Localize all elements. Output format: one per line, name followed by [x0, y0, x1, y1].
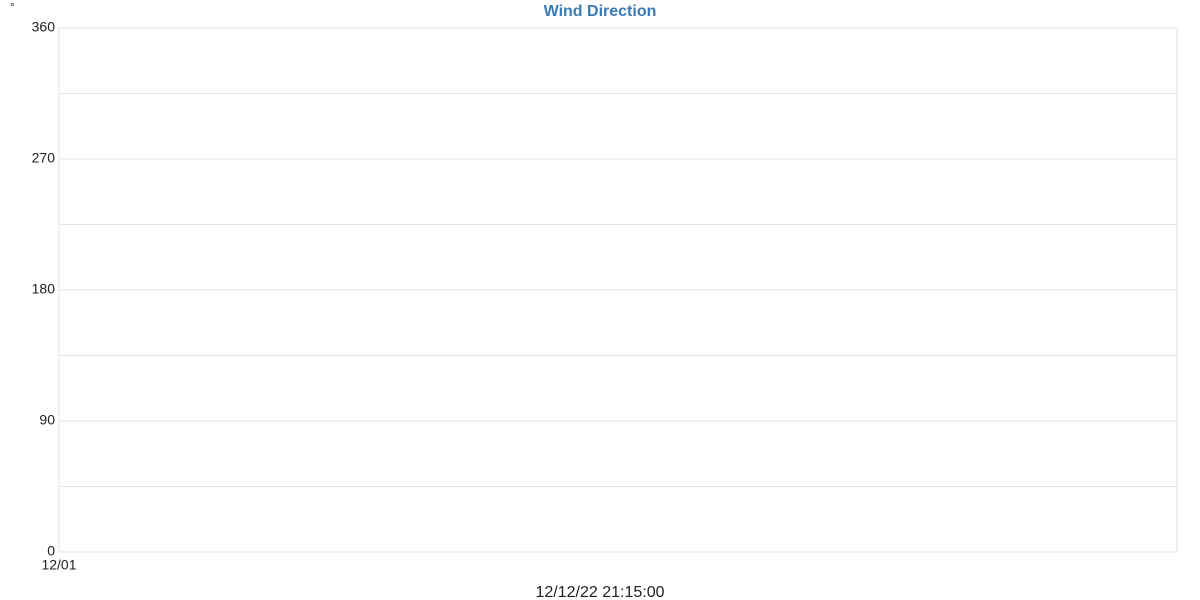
x-axis-label: 12/12/22 21:15:00 — [535, 584, 664, 600]
chart-title: Wind Direction — [544, 3, 657, 20]
y-tick-label: 180 — [32, 281, 56, 297]
y-unit: ° — [10, 0, 15, 14]
y-tick-label: 90 — [39, 412, 55, 428]
y-tick-label: 0 — [47, 543, 55, 559]
x-tick-label: 12/01 — [41, 557, 76, 573]
y-tick-label: 360 — [32, 19, 56, 35]
y-tick-label: 270 — [32, 150, 56, 166]
